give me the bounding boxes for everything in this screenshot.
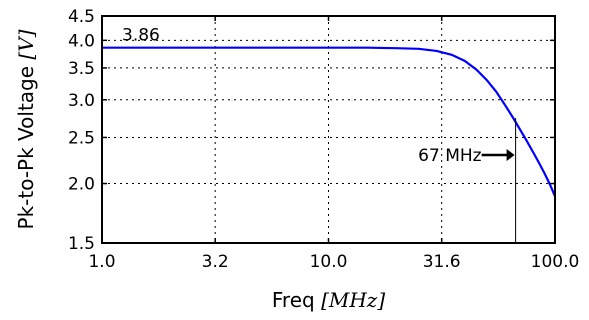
y-tick-label: 4.5 [68, 7, 95, 27]
x-tick-label: 10.0 [310, 252, 348, 272]
cutoff-label: 67 MHz [418, 146, 481, 166]
x-tick-label: 31.6 [423, 252, 461, 272]
y-tick-label: 2.0 [68, 175, 95, 195]
x-tick-label: 1.0 [88, 252, 115, 272]
x-axis-label: Freq [MHz] [272, 288, 385, 312]
axis-ticks: 1.0 3.2 10.0 31.6 100.0 1.5 2.0 2.5 3.0 3.5 4.0 4.5 [68, 7, 579, 272]
y-tick-label: 3.0 [68, 91, 95, 111]
y-axis-label-text: Pk-to-Pk Voltage [14, 60, 38, 230]
y-tick-label: 3.5 [68, 59, 95, 79]
max-value-label: 3.86 [122, 26, 160, 46]
grid [102, 16, 555, 243]
y-tick-label: 2.5 [68, 128, 95, 148]
y-tick-label: 1.5 [68, 234, 95, 254]
x-axis-label-text: Freq [272, 288, 321, 312]
cutoff-arrow-head [506, 149, 515, 161]
y-axis-label-unit: [V] [14, 29, 38, 59]
x-tick-label: 100.0 [531, 252, 580, 272]
voltage-series-line [102, 46, 557, 197]
x-axis-label-unit: [MHz] [321, 288, 385, 312]
x-tick-label: 3.2 [202, 252, 229, 272]
y-tick-label: 4.0 [68, 31, 95, 51]
series-layer [102, 46, 557, 197]
y-axis-label: Pk-to-Pk Voltage [V] [14, 29, 38, 229]
annotations: 3.86 67 MHz [122, 26, 517, 243]
